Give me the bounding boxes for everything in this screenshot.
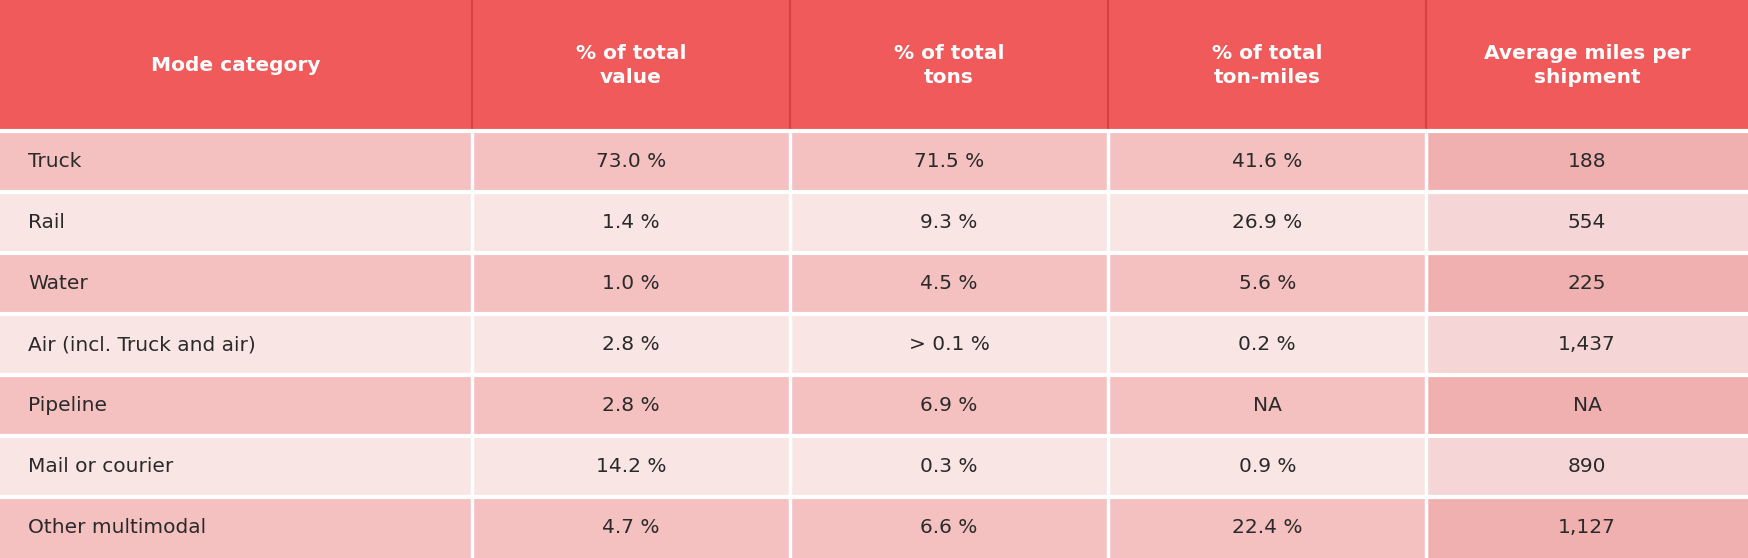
Text: NA: NA xyxy=(1253,396,1281,415)
Bar xyxy=(472,131,790,192)
Bar xyxy=(1426,0,1748,131)
Text: 5.6 %: 5.6 % xyxy=(1239,274,1295,293)
Text: 0.3 %: 0.3 % xyxy=(921,457,977,476)
Text: 1.0 %: 1.0 % xyxy=(603,274,659,293)
Bar xyxy=(1108,375,1426,436)
Text: 1,437: 1,437 xyxy=(1557,335,1617,354)
Text: 188: 188 xyxy=(1568,152,1606,171)
Text: % of total
value: % of total value xyxy=(575,44,687,87)
Bar xyxy=(472,0,790,131)
Bar xyxy=(790,0,1108,131)
Text: Air (incl. Truck and air): Air (incl. Truck and air) xyxy=(28,335,255,354)
Bar xyxy=(0,314,472,375)
Bar xyxy=(1426,131,1748,192)
Bar xyxy=(790,131,1108,192)
Bar xyxy=(790,375,1108,436)
Text: 890: 890 xyxy=(1568,457,1606,476)
Bar xyxy=(472,192,790,253)
Bar xyxy=(1108,314,1426,375)
Bar xyxy=(1108,497,1426,558)
Text: % of total
tons: % of total tons xyxy=(893,44,1005,87)
Bar xyxy=(0,0,472,131)
Text: 2.8 %: 2.8 % xyxy=(603,335,659,354)
Text: 73.0 %: 73.0 % xyxy=(596,152,666,171)
Bar xyxy=(790,192,1108,253)
Bar xyxy=(790,314,1108,375)
Bar xyxy=(1426,497,1748,558)
Text: 71.5 %: 71.5 % xyxy=(914,152,984,171)
Bar xyxy=(0,375,472,436)
Text: 0.9 %: 0.9 % xyxy=(1239,457,1295,476)
Bar xyxy=(472,253,790,314)
Text: 26.9 %: 26.9 % xyxy=(1232,213,1302,232)
Text: Average miles per
shipment: Average miles per shipment xyxy=(1484,44,1690,87)
Text: 4.5 %: 4.5 % xyxy=(921,274,977,293)
Text: 554: 554 xyxy=(1568,213,1606,232)
Text: 6.6 %: 6.6 % xyxy=(921,518,977,537)
Bar xyxy=(1426,436,1748,497)
Bar xyxy=(472,314,790,375)
Text: 4.7 %: 4.7 % xyxy=(603,518,659,537)
Bar xyxy=(1108,192,1426,253)
Text: 9.3 %: 9.3 % xyxy=(921,213,977,232)
Bar xyxy=(1426,314,1748,375)
Bar xyxy=(1108,436,1426,497)
Bar xyxy=(472,497,790,558)
Text: > 0.1 %: > 0.1 % xyxy=(909,335,989,354)
Bar xyxy=(1108,0,1426,131)
Text: 1,127: 1,127 xyxy=(1557,518,1617,537)
Bar xyxy=(1108,131,1426,192)
Text: Rail: Rail xyxy=(28,213,65,232)
Bar xyxy=(1426,253,1748,314)
Bar xyxy=(472,436,790,497)
Text: 0.2 %: 0.2 % xyxy=(1239,335,1295,354)
Text: 2.8 %: 2.8 % xyxy=(603,396,659,415)
Bar xyxy=(1426,375,1748,436)
Bar xyxy=(1426,192,1748,253)
Bar xyxy=(790,497,1108,558)
Bar xyxy=(1108,253,1426,314)
Text: Truck: Truck xyxy=(28,152,82,171)
Bar xyxy=(0,131,472,192)
Bar xyxy=(790,436,1108,497)
Text: Pipeline: Pipeline xyxy=(28,396,107,415)
Text: 14.2 %: 14.2 % xyxy=(596,457,666,476)
Bar xyxy=(0,253,472,314)
Bar xyxy=(790,253,1108,314)
Text: NA: NA xyxy=(1573,396,1601,415)
Bar xyxy=(0,497,472,558)
Text: 225: 225 xyxy=(1568,274,1606,293)
Text: Other multimodal: Other multimodal xyxy=(28,518,206,537)
Bar xyxy=(0,192,472,253)
Bar xyxy=(472,375,790,436)
Text: % of total
ton-miles: % of total ton-miles xyxy=(1211,44,1323,87)
Text: 1.4 %: 1.4 % xyxy=(603,213,659,232)
Text: Mail or courier: Mail or courier xyxy=(28,457,173,476)
Text: Mode category: Mode category xyxy=(152,56,320,75)
Text: 41.6 %: 41.6 % xyxy=(1232,152,1302,171)
Text: 6.9 %: 6.9 % xyxy=(921,396,977,415)
Bar xyxy=(0,436,472,497)
Text: Water: Water xyxy=(28,274,87,293)
Text: 22.4 %: 22.4 % xyxy=(1232,518,1302,537)
